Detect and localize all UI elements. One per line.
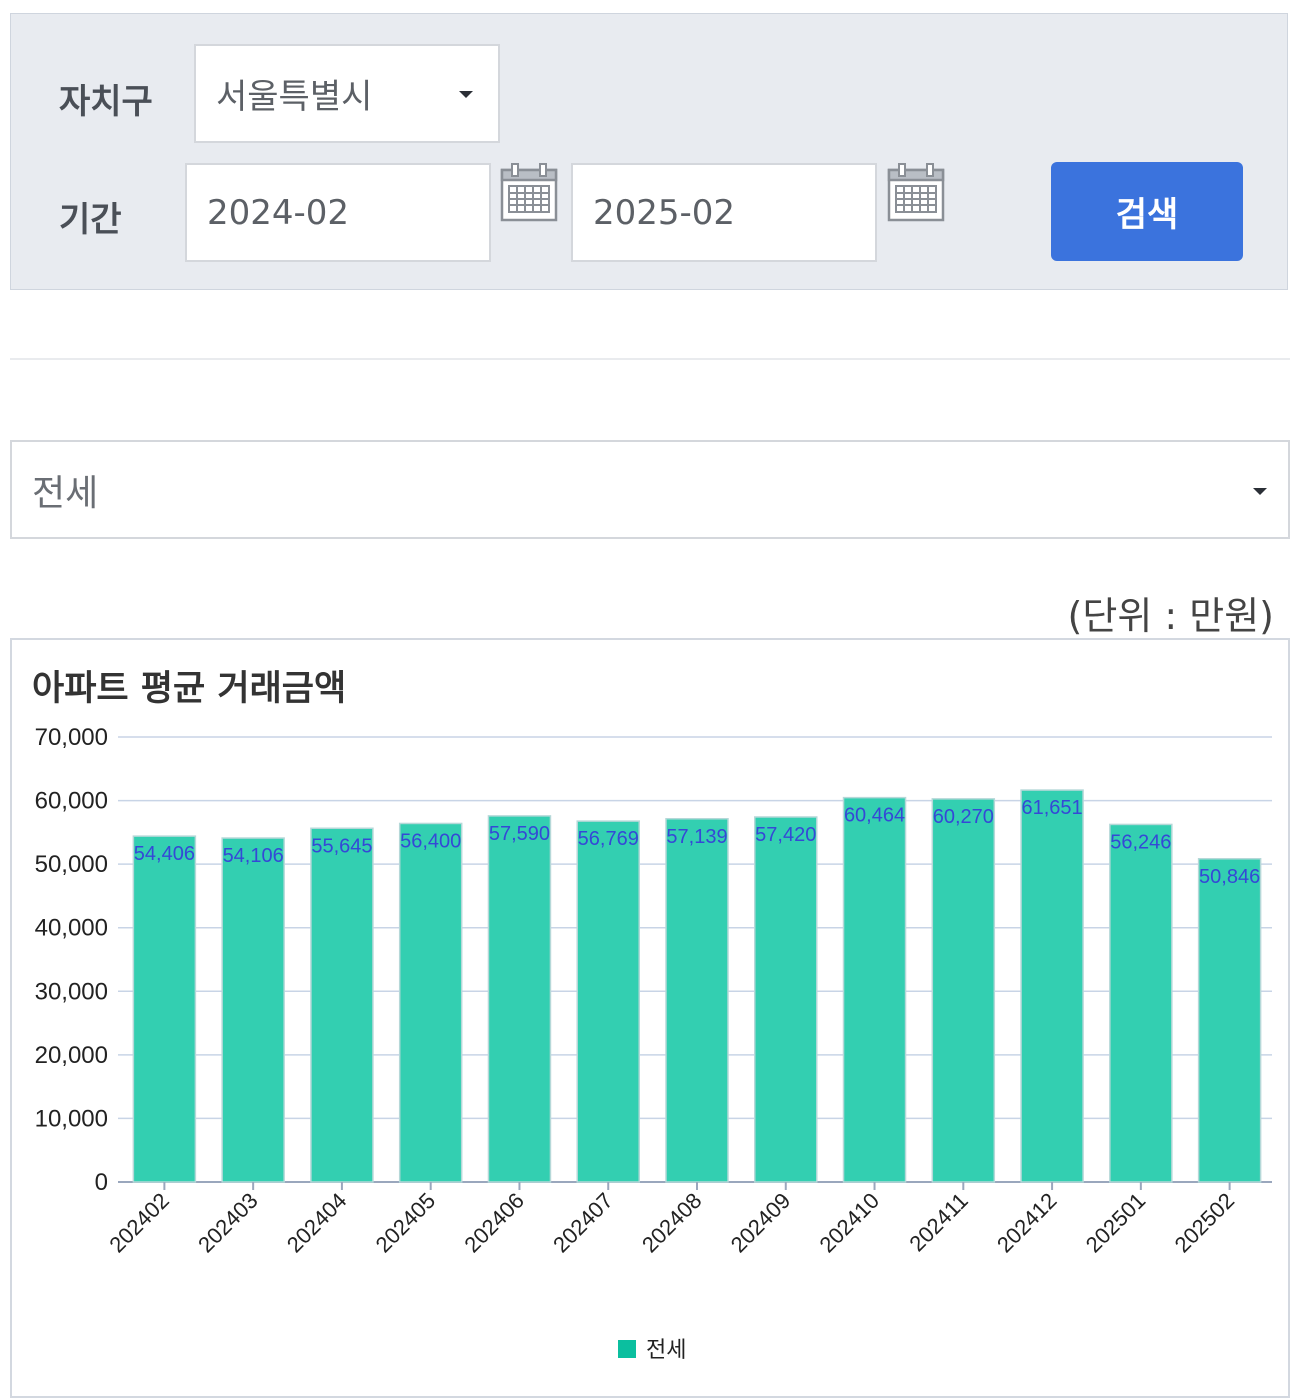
data-label: 56,769 <box>578 828 639 850</box>
unit-label: (단위 : 만원) <box>1067 594 1274 638</box>
filter-panel: 자치구 서울특별시 기간 2024-02 2025-02 검색 <box>10 13 1288 290</box>
end-date-value: 2025-02 <box>593 192 736 233</box>
data-label: 60,270 <box>933 806 994 828</box>
start-date-input[interactable]: 2024-02 <box>185 163 491 262</box>
legend-swatch <box>618 1340 636 1358</box>
x-tick-label: 202404 <box>282 1188 352 1258</box>
bar <box>487 815 552 1183</box>
bar <box>1197 858 1262 1183</box>
data-label: 57,139 <box>666 826 727 848</box>
bar <box>221 837 285 1183</box>
x-tick-label: 202403 <box>193 1188 263 1258</box>
y-tick-label: 60,000 <box>35 788 108 815</box>
data-label: 57,590 <box>489 823 550 845</box>
x-tick-label: 202408 <box>637 1188 707 1258</box>
x-tick-label: 202412 <box>992 1188 1062 1258</box>
data-label: 56,400 <box>400 830 461 852</box>
bar <box>576 820 640 1183</box>
data-label: 56,246 <box>1110 831 1171 853</box>
district-select[interactable]: 서울특별시 <box>194 44 500 143</box>
x-tick-label: 202502 <box>1170 1188 1240 1258</box>
x-tick-label: 202411 <box>904 1188 972 1256</box>
legend-label: 전세 <box>646 1338 686 1363</box>
bar <box>842 796 907 1183</box>
y-tick-label: 50,000 <box>35 851 108 878</box>
transaction-type-value: 전세 <box>32 472 99 514</box>
transaction-type-select[interactable]: 전세 <box>10 440 1290 539</box>
data-label: 54,106 <box>223 845 284 867</box>
period-label: 기간 <box>59 200 122 240</box>
search-button[interactable]: 검색 <box>1051 162 1243 261</box>
chart-card: 아파트 평균 거래금액 0 10,000 20,000 30,000 40,000 50,… <box>10 638 1290 1398</box>
x-tick-label: 202402 <box>104 1188 174 1258</box>
chevron-down-icon <box>1253 488 1267 495</box>
x-tick-label: 202409 <box>726 1188 796 1258</box>
bar <box>132 835 197 1183</box>
end-date-input[interactable]: 2025-02 <box>571 163 877 262</box>
data-label: 50,846 <box>1199 866 1260 888</box>
bar <box>398 822 463 1183</box>
y-tick-label: 20,000 <box>35 1042 108 1069</box>
x-tick-label: 202405 <box>371 1188 441 1258</box>
bar <box>1020 789 1084 1183</box>
calendar-icon[interactable] <box>500 162 558 222</box>
bar <box>931 798 996 1183</box>
district-label: 자치구 <box>59 82 153 122</box>
bar <box>1109 823 1173 1183</box>
x-tick-label: 202406 <box>459 1188 529 1258</box>
chart-title: 아파트 평균 거래금액 <box>32 669 347 709</box>
y-tick-label: 10,000 <box>35 1105 108 1132</box>
data-label: 60,464 <box>844 805 905 827</box>
x-tick-label: 202501 <box>1081 1188 1151 1258</box>
y-tick-label: 30,000 <box>35 978 108 1005</box>
bar <box>665 818 729 1183</box>
start-date-value: 2024-02 <box>207 192 350 233</box>
y-tick-label: 40,000 <box>35 915 108 942</box>
y-tick-label: 0 <box>95 1169 108 1196</box>
data-label: 57,420 <box>755 824 816 846</box>
bar <box>310 827 374 1183</box>
bar <box>754 816 818 1183</box>
district-select-value: 서울특별시 <box>216 77 373 117</box>
x-tick-label: 202407 <box>548 1188 618 1258</box>
data-label: 55,645 <box>311 835 372 857</box>
x-tick-label: 202410 <box>814 1188 884 1258</box>
data-label: 54,406 <box>134 843 195 865</box>
bar-chart: 0 10,000 20,000 30,000 40,000 50,000 60,000 70,… <box>35 724 1272 1363</box>
chevron-down-icon <box>459 91 473 98</box>
divider <box>10 358 1290 360</box>
data-label: 61,651 <box>1021 797 1082 819</box>
calendar-icon[interactable] <box>887 162 945 222</box>
y-tick-label: 70,000 <box>35 724 108 751</box>
